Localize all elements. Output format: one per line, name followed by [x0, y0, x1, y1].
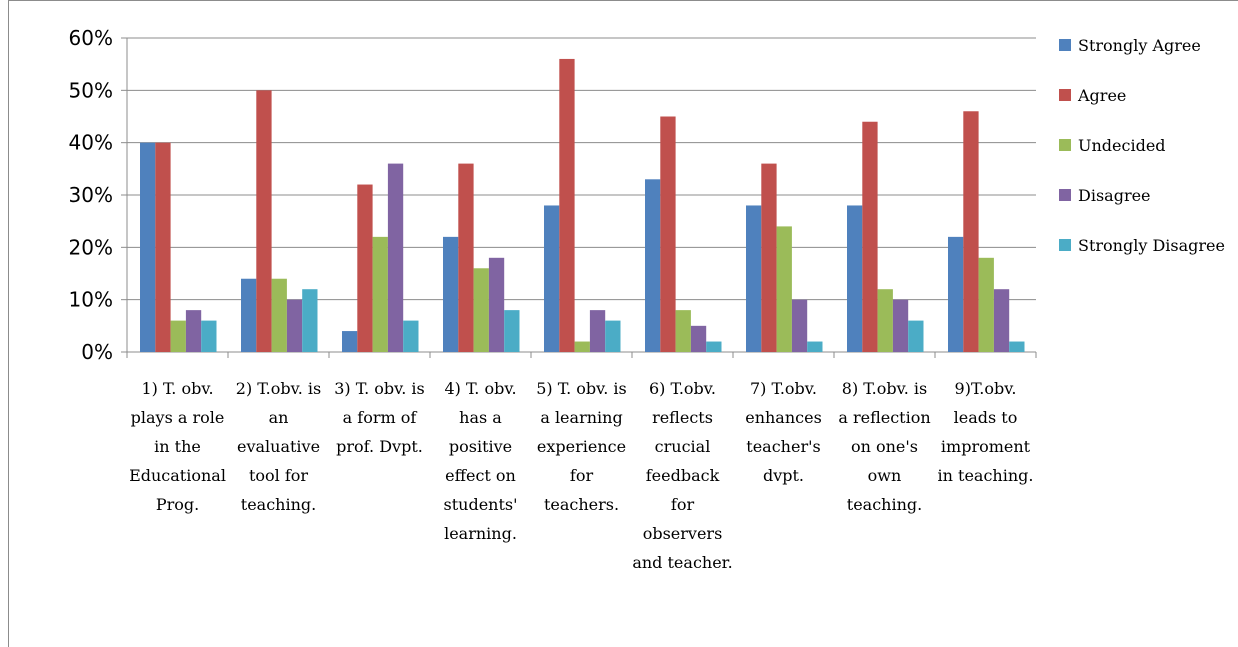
y-tick-label: 20%: [69, 235, 113, 259]
legend-label: Agree: [1077, 86, 1126, 105]
bar-disagree: [690, 325, 707, 352]
bar-strongly-agree: [948, 236, 964, 352]
x-category-label: 2) T.obv. is an evaluative tool for teaching…: [236, 379, 321, 514]
bar-agree: [761, 163, 777, 352]
x-category-label: 9)T.obv. leads to improment in teaching.: [938, 379, 1034, 485]
bar-strongly-disagree: [504, 310, 520, 352]
bar-undecided: [372, 236, 388, 352]
bar-agree: [862, 121, 878, 352]
bar-strongly-disagree: [605, 320, 621, 352]
x-category-label: 6) T.obv. reflects crucial feedback for obser…: [632, 379, 732, 572]
bar-disagree: [185, 310, 202, 352]
bar-strongly-disagree: [302, 289, 318, 352]
legend-label: Disagree: [1078, 186, 1151, 205]
y-tick-label: 30%: [69, 183, 113, 207]
bar-strongly-agree: [645, 179, 661, 352]
bar-strongly-agree: [342, 331, 358, 352]
y-tick-label: 0%: [81, 340, 113, 364]
bar-strongly-disagree: [807, 341, 823, 352]
bar-agree: [357, 184, 373, 352]
y-tick-label: 60%: [69, 26, 113, 50]
bar-agree: [256, 90, 272, 352]
bar-disagree: [589, 310, 606, 352]
y-tick-label: 40%: [69, 131, 113, 155]
bar-agree: [963, 111, 979, 353]
legend-swatch: [1059, 139, 1071, 151]
legend-swatch: [1059, 39, 1071, 51]
bar-strongly-agree: [746, 205, 762, 352]
x-category-label: 5) T. obv. is a learning experience for teac…: [536, 379, 627, 514]
bar-agree: [458, 163, 474, 352]
y-tick-label: 10%: [69, 288, 113, 312]
legend-label: Strongly Disagree: [1078, 236, 1225, 255]
bar-disagree: [488, 257, 505, 352]
bar-agree: [155, 142, 171, 352]
bar-strongly-disagree: [706, 341, 722, 352]
x-category-label: 4) T. obv. has a positive effect on students…: [444, 379, 518, 543]
bar-strongly-agree: [140, 142, 156, 352]
legend-swatch: [1059, 189, 1071, 201]
bar-disagree: [387, 163, 404, 352]
bar-undecided: [271, 278, 287, 352]
bar-agree: [660, 116, 676, 352]
bar-strongly-agree: [847, 205, 863, 352]
bar-strongly-agree: [241, 278, 257, 352]
legend-label: Strongly Agree: [1078, 36, 1201, 55]
x-category-label: 1) T. obv. plays a role in the Educational P…: [129, 379, 226, 514]
bar-strongly-disagree: [403, 320, 419, 352]
x-category-label: 3) T. obv. is a form of prof. Dvpt.: [334, 379, 425, 456]
bar-strongly-disagree: [201, 320, 217, 352]
legend-swatch: [1059, 89, 1071, 101]
bar-undecided: [473, 268, 489, 352]
bar-disagree: [286, 299, 303, 352]
bar-agree: [559, 58, 575, 352]
legend-swatch: [1059, 239, 1071, 251]
legend-label: Undecided: [1078, 136, 1166, 155]
y-tick-label: 50%: [69, 78, 113, 102]
bar-undecided: [877, 289, 893, 352]
x-category-label: 7) T.obv. enhances teacher's dvpt.: [745, 379, 822, 485]
bar-undecided: [170, 320, 186, 352]
bar-disagree: [791, 299, 808, 352]
bar-strongly-disagree: [908, 320, 924, 352]
x-category-label: 8) T.obv. is a reflection on one's own teach…: [838, 379, 930, 514]
bar-undecided: [978, 257, 994, 352]
bar-undecided: [574, 341, 590, 352]
bar-undecided: [675, 310, 691, 352]
bar-undecided: [776, 226, 792, 352]
bar-disagree: [892, 299, 909, 352]
bar-strongly-disagree: [1009, 341, 1025, 352]
bar-disagree: [993, 289, 1010, 352]
bar-strongly-agree: [544, 205, 560, 352]
bar-strongly-agree: [443, 236, 459, 352]
